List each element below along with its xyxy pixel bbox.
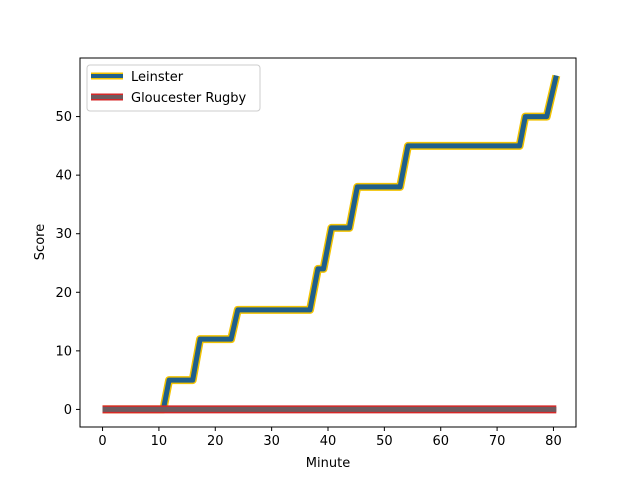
x-tick-label: 70 [489,434,506,449]
x-tick-label: 20 [207,434,224,449]
y-tick-label: 10 [55,344,72,359]
x-tick-label: 80 [545,434,562,449]
y-tick-label: 0 [64,403,72,418]
x-tick-label: 0 [98,434,106,449]
x-tick-label: 30 [263,434,280,449]
x-tick-label: 40 [320,434,337,449]
x-axis-label: Minute [306,456,350,471]
axis-ticks: 0 10 20 30 40 50 60 70 80 0 10 20 30 40 50 [55,110,561,449]
legend: Leinster Gloucester Rugby [86,64,261,112]
plot-area [102,74,561,414]
legend-box [86,64,261,112]
x-tick-label: 50 [376,434,393,449]
y-tick-label: 20 [55,286,72,301]
series-line-leinster [102,75,559,412]
x-tick-label: 60 [432,434,449,449]
y-tick-label: 30 [55,227,72,242]
x-tick-label: 10 [151,434,168,449]
legend-label-gloucester: Gloucester Rugby [131,91,247,106]
y-axis-label: Score [33,224,48,260]
y-tick-label: 40 [55,169,72,184]
y-tick-label: 50 [55,110,72,125]
legend-label-leinster: Leinster [131,70,184,85]
